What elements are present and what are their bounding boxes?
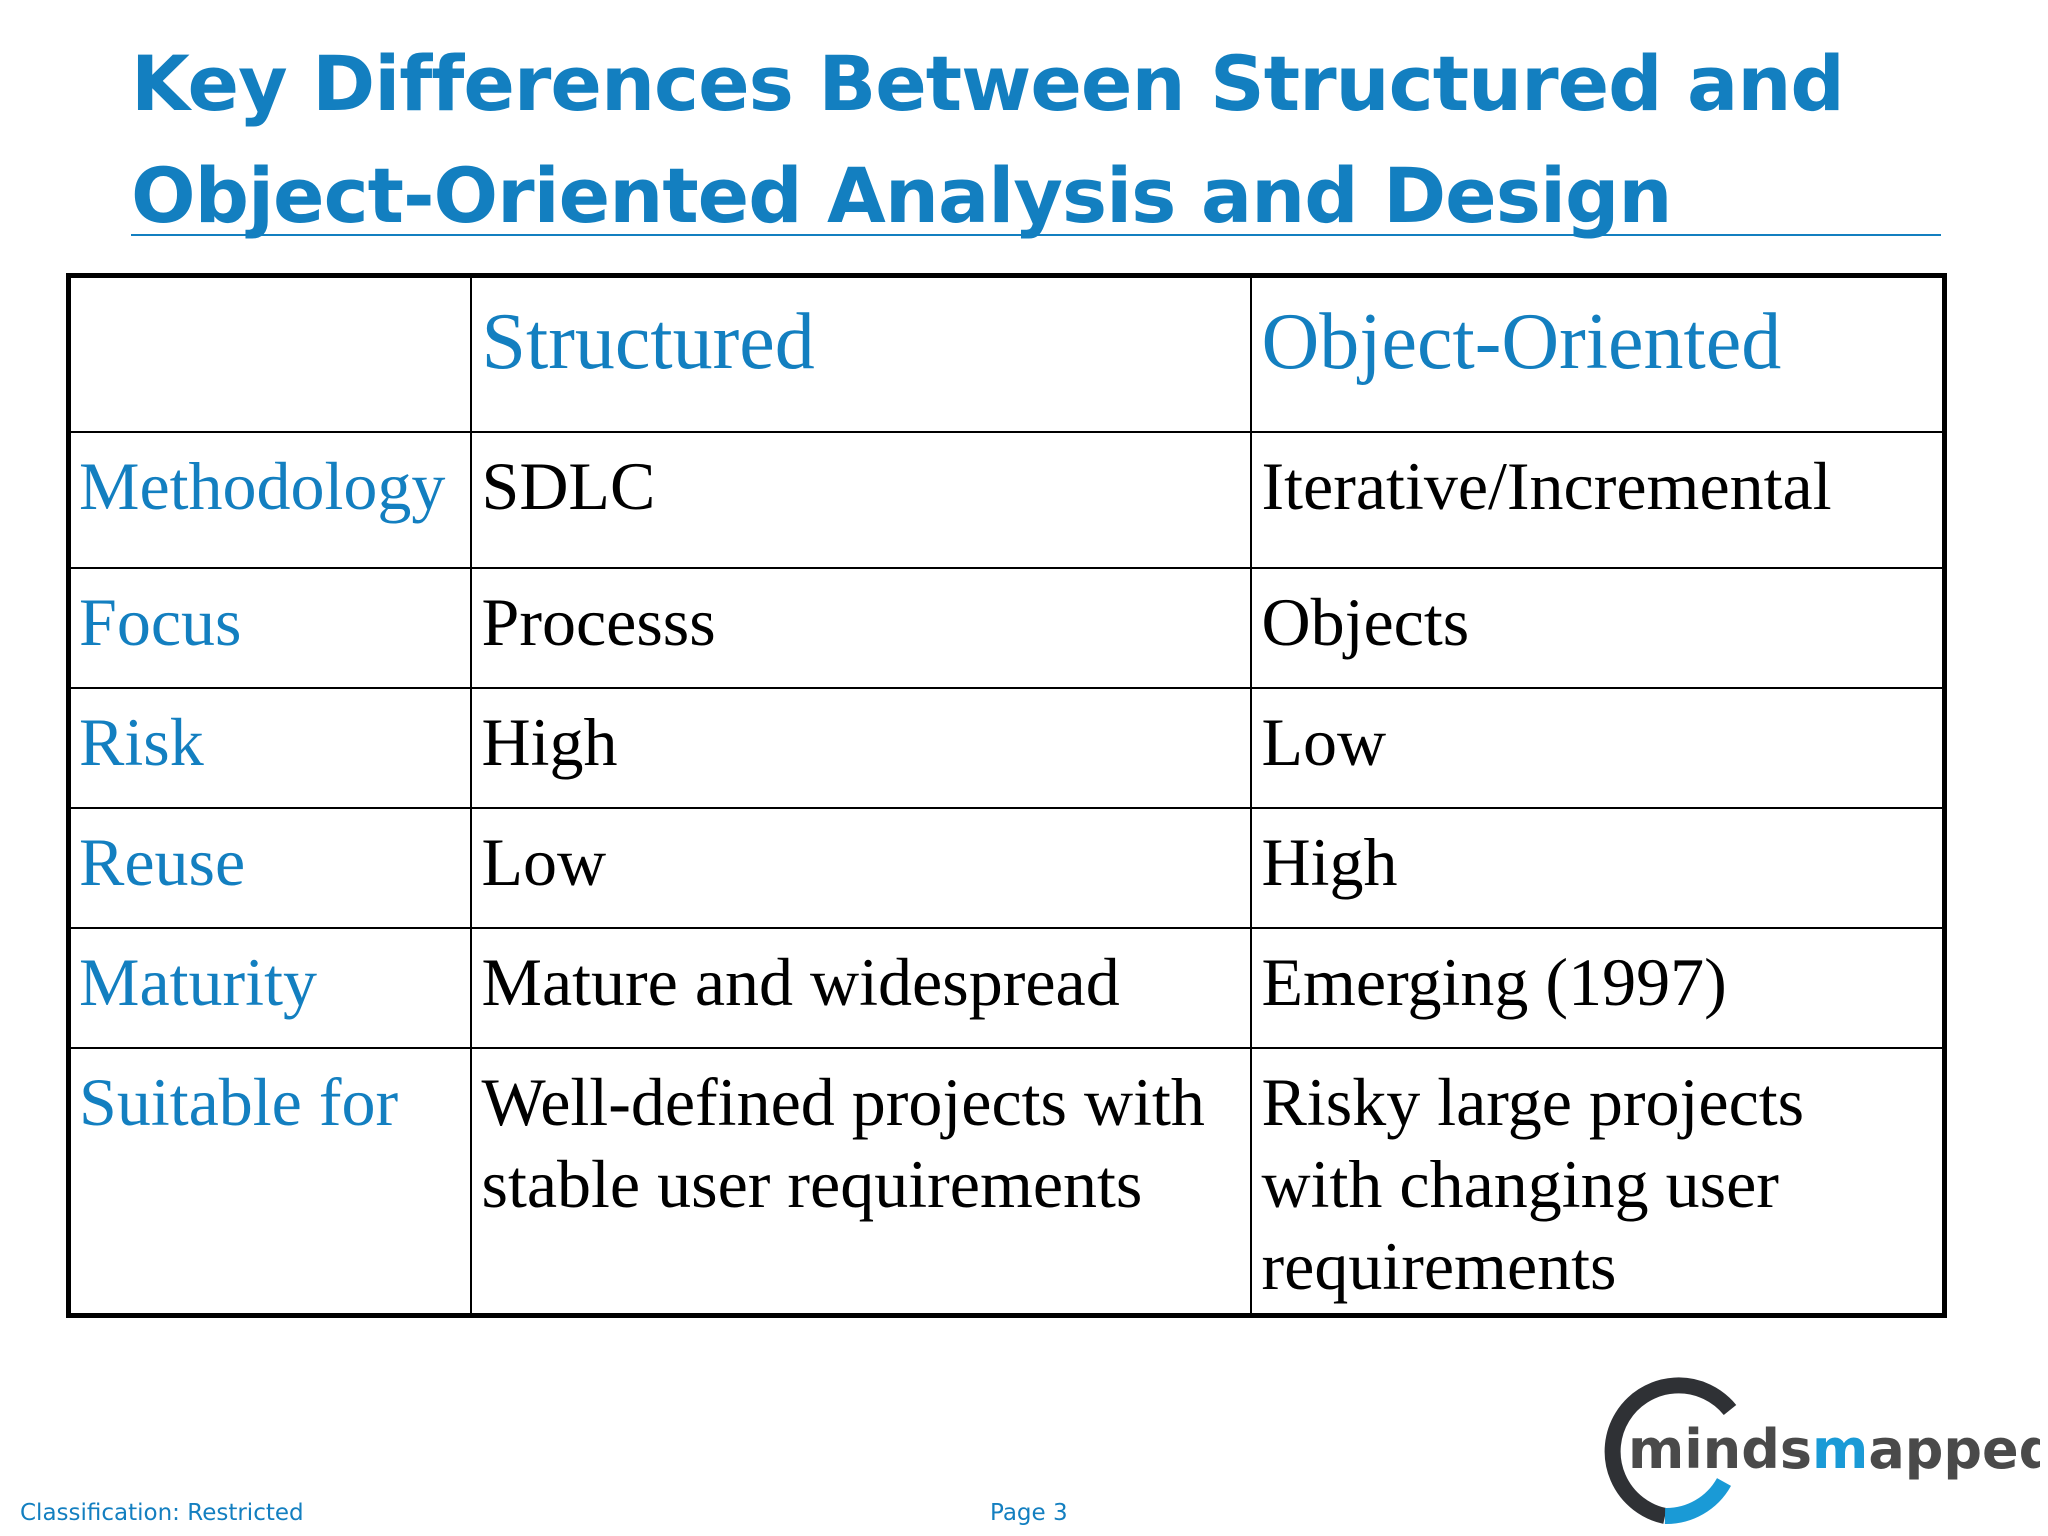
comparison-table: Structured Object-Oriented Methodology S… [66,273,1947,1318]
row-label-methodology: Methodology [67,430,472,569]
slide-title: Key Differences Between Structured and O… [131,28,1931,252]
table-header-object-oriented: Object-Oriented [1249,274,1946,433]
table-row: Methodology SDLC Iterative/Incremental [67,430,1946,569]
footer-page-number: Page 3 [990,1500,1068,1526]
object-oriented-focus-cell: Objects [1249,566,1946,689]
row-label-maturity: Maturity [67,926,472,1049]
structured-methodology-cell: SDLC [469,430,1252,569]
structured-reuse-cell: Low [469,806,1252,929]
structured-risk-cell: High [469,686,1252,809]
object-oriented-methodology-cell: Iterative/Incremental [1249,430,1946,569]
structured-maturity-cell: Mature and widespread [469,926,1252,1049]
structured-focus-cell: Processs [469,566,1252,689]
slide-title-line-2: Object-Oriented Analysis and Design [131,151,1673,240]
table-header-empty-cell [67,274,472,433]
structured-suitable-for-cell: Well-defined projects with stable user r… [469,1046,1252,1317]
slide-title-line-1: Key Differences Between Structured and [131,39,1845,128]
table-row: Maturity Mature and widespread Emerging … [67,926,1946,1049]
title-underline-divider [131,234,1941,236]
table-header-structured: Structured [469,274,1252,433]
row-label-suitable-for: Suitable for [67,1046,472,1317]
table-header-row: Structured Object-Oriented [67,274,1946,433]
logo-ring-accent [1664,1477,1731,1524]
table-row: Reuse Low High [67,806,1946,929]
object-oriented-reuse-cell: High [1249,806,1946,929]
logo-wordmark: mindsmapped [1628,1418,2040,1481]
object-oriented-maturity-cell: Emerging (1997) [1249,926,1946,1049]
table-row: Suitable for Well-defined projects with … [67,1046,1946,1317]
table-row: Risk High Low [67,686,1946,809]
mindsmapped-logo: mindsmapped [1604,1377,2040,1524]
object-oriented-suitable-for-cell: Risky large projects with changing user … [1249,1046,1946,1317]
row-label-reuse: Reuse [67,806,472,929]
table-row: Focus Processs Objects [67,566,1946,689]
footer-classification: Classification: Restricted [20,1500,304,1526]
row-label-risk: Risk [67,686,472,809]
logo-ring-dark [1604,1377,1737,1524]
object-oriented-risk-cell: Low [1249,686,1946,809]
row-label-focus: Focus [67,566,472,689]
